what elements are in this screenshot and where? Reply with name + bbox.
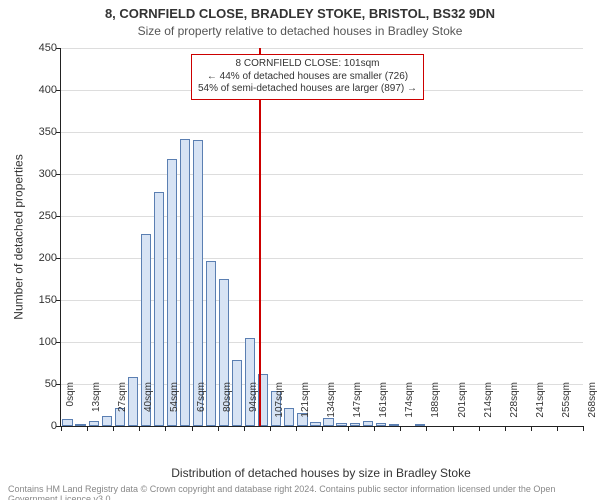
xtick-mark bbox=[322, 426, 323, 431]
info-line-smaller: ← 44% of detached houses are smaller (72… bbox=[198, 71, 417, 84]
xtick-mark bbox=[479, 426, 480, 431]
histogram-bar bbox=[284, 408, 294, 426]
xtick-label: 241sqm bbox=[535, 382, 546, 432]
histogram-bar bbox=[389, 424, 399, 426]
xtick-label: 67sqm bbox=[196, 382, 207, 432]
xtick-mark bbox=[557, 426, 558, 431]
ytick-label: 150 bbox=[27, 294, 57, 306]
xtick-mark bbox=[218, 426, 219, 431]
xtick-label: 161sqm bbox=[378, 382, 389, 432]
ytick-label: 300 bbox=[27, 168, 57, 180]
gridline bbox=[61, 48, 583, 49]
xtick-mark bbox=[61, 426, 62, 431]
xtick-label: 255sqm bbox=[561, 382, 572, 432]
xtick-mark bbox=[505, 426, 506, 431]
xtick-label: 174sqm bbox=[404, 382, 415, 432]
xtick-mark bbox=[453, 426, 454, 431]
histogram-bar bbox=[336, 423, 346, 426]
xtick-mark bbox=[348, 426, 349, 431]
xtick-mark bbox=[244, 426, 245, 431]
histogram-bar bbox=[154, 192, 164, 426]
ytick-label: 450 bbox=[27, 42, 57, 54]
xtick-mark bbox=[192, 426, 193, 431]
gridline bbox=[61, 216, 583, 217]
xtick-mark bbox=[426, 426, 427, 431]
xtick-label: 27sqm bbox=[117, 382, 128, 432]
histogram-bar bbox=[310, 422, 320, 426]
ytick-label: 400 bbox=[27, 84, 57, 96]
xtick-label: 201sqm bbox=[457, 382, 468, 432]
gridline bbox=[61, 384, 583, 385]
xtick-label: 228sqm bbox=[509, 382, 520, 432]
xtick-mark bbox=[531, 426, 532, 431]
ytick-label: 100 bbox=[27, 336, 57, 348]
gridline bbox=[61, 174, 583, 175]
xtick-label: 94sqm bbox=[248, 382, 259, 432]
chart-subtitle: Size of property relative to detached ho… bbox=[0, 24, 600, 38]
histogram-bar bbox=[363, 421, 373, 426]
histogram-bar bbox=[180, 139, 190, 426]
ytick-label: 50 bbox=[27, 378, 57, 390]
ytick-label: 250 bbox=[27, 210, 57, 222]
y-axis-label-wrap: Number of detached properties bbox=[12, 48, 26, 426]
xtick-mark bbox=[296, 426, 297, 431]
x-axis-label: Distribution of detached houses by size … bbox=[60, 466, 582, 480]
ytick-label: 0 bbox=[27, 420, 57, 432]
y-axis-label: Number of detached properties bbox=[12, 154, 26, 319]
ytick-label: 350 bbox=[27, 126, 57, 138]
histogram-bar bbox=[102, 416, 112, 426]
xtick-label: 13sqm bbox=[91, 382, 102, 432]
histogram-bar bbox=[415, 424, 425, 426]
xtick-mark bbox=[139, 426, 140, 431]
gridline bbox=[61, 258, 583, 259]
xtick-mark bbox=[374, 426, 375, 431]
chart-area: 0501001502002503003504004500sqm13sqm27sq… bbox=[60, 48, 583, 427]
xtick-label: 147sqm bbox=[352, 382, 363, 432]
histogram-bar bbox=[232, 360, 242, 426]
xtick-label: 80sqm bbox=[222, 382, 233, 432]
xtick-label: 214sqm bbox=[483, 382, 494, 432]
info-box: 8 CORNFIELD CLOSE: 101sqm ← 44% of detac… bbox=[191, 54, 424, 100]
xtick-mark bbox=[113, 426, 114, 431]
attribution-text: Contains HM Land Registry data © Crown c… bbox=[8, 484, 600, 500]
histogram-bar bbox=[128, 377, 138, 426]
reference-line bbox=[259, 48, 261, 426]
xtick-label: 0sqm bbox=[65, 382, 76, 432]
gridline bbox=[61, 300, 583, 301]
xtick-mark bbox=[87, 426, 88, 431]
info-line-property: 8 CORNFIELD CLOSE: 101sqm bbox=[198, 58, 417, 71]
histogram-bar bbox=[75, 424, 85, 426]
chart-title: 8, CORNFIELD CLOSE, BRADLEY STOKE, BRIST… bbox=[0, 6, 600, 21]
xtick-mark bbox=[270, 426, 271, 431]
xtick-mark bbox=[165, 426, 166, 431]
gridline bbox=[61, 132, 583, 133]
xtick-mark bbox=[400, 426, 401, 431]
histogram-bar bbox=[206, 261, 216, 426]
xtick-label: 188sqm bbox=[430, 382, 441, 432]
ytick-label: 200 bbox=[27, 252, 57, 264]
xtick-label: 107sqm bbox=[274, 382, 285, 432]
xtick-label: 268sqm bbox=[587, 382, 598, 432]
xtick-mark bbox=[583, 426, 584, 431]
xtick-label: 121sqm bbox=[300, 382, 311, 432]
info-line-larger: 54% of semi-detached houses are larger (… bbox=[198, 83, 417, 96]
xtick-label: 134sqm bbox=[326, 382, 337, 432]
xtick-label: 40sqm bbox=[143, 382, 154, 432]
xtick-label: 54sqm bbox=[169, 382, 180, 432]
gridline bbox=[61, 342, 583, 343]
